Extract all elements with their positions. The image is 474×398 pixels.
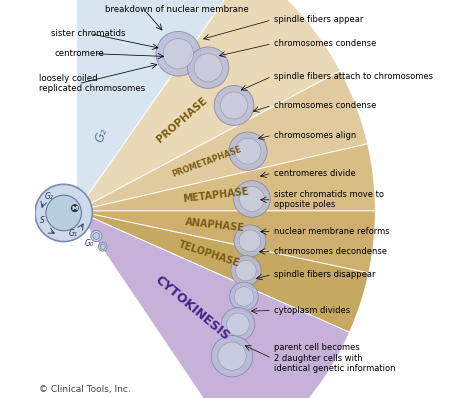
Circle shape bbox=[239, 187, 264, 211]
Text: loosely coiled
replicated chromosomes: loosely coiled replicated chromosomes bbox=[39, 74, 145, 93]
Circle shape bbox=[91, 230, 102, 242]
Text: spindle fibers disappear: spindle fibers disappear bbox=[274, 270, 375, 279]
Text: METAPHASE: METAPHASE bbox=[182, 186, 249, 204]
Circle shape bbox=[234, 287, 254, 306]
Circle shape bbox=[229, 132, 267, 170]
Text: parent cell becomes
2 daughter cells with
identical genetic information: parent cell becomes 2 daughter cells wit… bbox=[274, 343, 395, 373]
Circle shape bbox=[234, 225, 266, 257]
Circle shape bbox=[227, 313, 249, 336]
Polygon shape bbox=[77, 0, 248, 211]
Text: chromosomes condense: chromosomes condense bbox=[274, 101, 376, 110]
Text: PROMETAPHASE: PROMETAPHASE bbox=[171, 145, 243, 179]
Polygon shape bbox=[77, 0, 340, 211]
Circle shape bbox=[221, 308, 255, 341]
Circle shape bbox=[220, 92, 247, 119]
Text: spindle fibers appear: spindle fibers appear bbox=[274, 16, 363, 24]
Text: G₂: G₂ bbox=[93, 126, 110, 144]
Circle shape bbox=[46, 195, 82, 231]
Text: PROPHASE: PROPHASE bbox=[155, 95, 209, 144]
Circle shape bbox=[194, 54, 222, 82]
Polygon shape bbox=[77, 144, 375, 211]
Circle shape bbox=[211, 336, 253, 377]
Text: cytoplasm divides: cytoplasm divides bbox=[274, 306, 350, 315]
Text: ANAPHASE: ANAPHASE bbox=[185, 217, 246, 234]
Text: S: S bbox=[40, 216, 45, 225]
Text: breakdown of nuclear membrane: breakdown of nuclear membrane bbox=[105, 6, 248, 14]
Text: © Clinical Tools, Inc.: © Clinical Tools, Inc. bbox=[39, 385, 131, 394]
Text: CYTOKINESIS: CYTOKINESIS bbox=[153, 273, 232, 343]
Text: centromeres divide: centromeres divide bbox=[274, 169, 356, 178]
Polygon shape bbox=[77, 71, 368, 211]
Text: centromere: centromere bbox=[55, 49, 105, 58]
Polygon shape bbox=[77, 211, 375, 273]
Circle shape bbox=[239, 230, 261, 252]
Text: G₂: G₂ bbox=[44, 192, 53, 201]
Text: sister chromatids move to
opposite poles: sister chromatids move to opposite poles bbox=[274, 190, 384, 209]
Circle shape bbox=[236, 260, 256, 281]
Circle shape bbox=[98, 242, 107, 251]
Polygon shape bbox=[77, 211, 369, 332]
Circle shape bbox=[229, 282, 258, 311]
Text: chromosomes condense: chromosomes condense bbox=[274, 39, 376, 48]
Circle shape bbox=[231, 256, 261, 286]
Circle shape bbox=[156, 31, 201, 76]
Circle shape bbox=[35, 184, 92, 242]
Polygon shape bbox=[77, 211, 349, 398]
Circle shape bbox=[187, 47, 229, 88]
Text: G₁: G₁ bbox=[69, 229, 78, 238]
Text: nuclear membrane reforms: nuclear membrane reforms bbox=[274, 227, 390, 236]
Circle shape bbox=[71, 204, 79, 212]
Text: sister chromatids: sister chromatids bbox=[51, 29, 126, 38]
Text: chromosomes decondense: chromosomes decondense bbox=[274, 247, 387, 256]
Text: spindle fibers attach to chromosomes: spindle fibers attach to chromosomes bbox=[274, 72, 433, 81]
Text: chromosomes align: chromosomes align bbox=[274, 131, 356, 140]
Circle shape bbox=[218, 342, 246, 370]
Circle shape bbox=[234, 181, 270, 217]
Circle shape bbox=[100, 244, 105, 250]
Circle shape bbox=[214, 86, 254, 125]
Circle shape bbox=[235, 138, 261, 164]
Text: TELOPHASE: TELOPHASE bbox=[177, 239, 241, 269]
Circle shape bbox=[163, 39, 193, 69]
Text: M: M bbox=[72, 206, 78, 211]
Circle shape bbox=[93, 233, 100, 239]
Text: G₀: G₀ bbox=[85, 239, 94, 248]
